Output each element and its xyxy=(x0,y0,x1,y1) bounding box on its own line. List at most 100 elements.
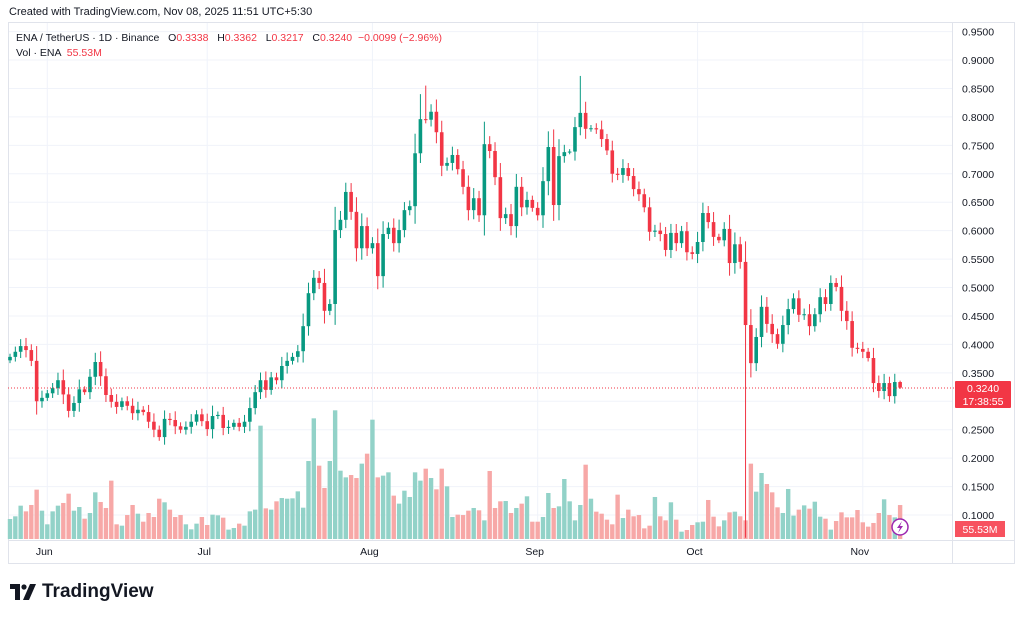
candle-body xyxy=(621,168,625,175)
candle xyxy=(493,142,497,186)
price-tick-label: 0.2000 xyxy=(962,453,994,465)
volume-bar xyxy=(508,513,514,539)
candle xyxy=(690,246,695,260)
candle xyxy=(312,270,316,301)
candle-body xyxy=(274,377,279,381)
price-tick-label: 0.5000 xyxy=(962,283,994,295)
candle xyxy=(216,411,220,420)
volume-bar xyxy=(268,509,274,539)
candle-body xyxy=(312,277,316,294)
candle xyxy=(253,385,257,415)
candle-body xyxy=(397,230,401,244)
candle xyxy=(871,347,876,393)
time-axis[interactable]: Jun Jul Aug Sep Oct Nov xyxy=(36,546,870,558)
candle xyxy=(98,351,103,386)
candle-body xyxy=(610,150,615,174)
candle xyxy=(349,183,353,220)
volume-bar xyxy=(460,515,466,539)
volume-bar xyxy=(295,491,301,539)
candle-body xyxy=(455,154,460,170)
candle-body xyxy=(791,298,796,310)
price-axis[interactable]: 0.9500 0.9000 0.8500 0.8000 0.7500 0.7000 0.65… xyxy=(962,27,994,522)
candle-body xyxy=(253,392,257,409)
candle xyxy=(205,413,210,436)
candle-body xyxy=(333,230,337,304)
candle xyxy=(850,311,854,357)
candle xyxy=(573,117,577,161)
candle xyxy=(818,288,822,323)
candle xyxy=(173,411,178,435)
candle-body xyxy=(184,426,188,430)
volume-bar xyxy=(444,486,450,539)
candle xyxy=(450,146,455,171)
candle xyxy=(589,125,593,132)
candle xyxy=(701,202,705,252)
volume-bar xyxy=(343,477,348,539)
candle xyxy=(813,308,817,332)
price-tick-label: 0.2500 xyxy=(962,425,994,437)
candle xyxy=(562,144,567,163)
volume-bar xyxy=(215,515,221,539)
volume-bar xyxy=(658,516,663,539)
replay-lightning-icon[interactable] xyxy=(891,518,909,536)
volume-bar xyxy=(823,518,828,539)
candle xyxy=(130,398,135,420)
volume-bar xyxy=(162,502,167,539)
volume-bar xyxy=(98,501,103,539)
candle xyxy=(551,129,556,221)
candle-body xyxy=(136,409,140,414)
candle-body xyxy=(72,402,76,411)
candle xyxy=(146,404,151,429)
candle-body xyxy=(647,207,652,232)
price-tick-label: 0.9000 xyxy=(962,55,994,67)
candle-body xyxy=(423,119,428,121)
candle-body xyxy=(631,176,636,190)
candle-body xyxy=(413,153,417,207)
candle xyxy=(722,222,727,247)
price-tick-label: 0.6000 xyxy=(962,226,994,238)
volume-bar xyxy=(23,511,29,539)
candle xyxy=(541,167,545,228)
candle xyxy=(333,206,337,325)
symbol-title[interactable]: ENA / TetherUS · 1D · Binance xyxy=(16,32,160,44)
candle xyxy=(232,419,236,430)
volume-bar xyxy=(775,507,780,539)
candle xyxy=(610,140,615,183)
candle-body xyxy=(775,334,780,344)
volume-bar xyxy=(391,495,396,539)
candle xyxy=(674,224,679,252)
candle xyxy=(546,131,551,196)
volume-bar xyxy=(428,478,434,539)
volume-bar xyxy=(130,504,135,539)
tradingview-logo[interactable]: TradingView xyxy=(10,581,154,603)
candle xyxy=(152,413,156,438)
candle-body xyxy=(557,156,561,206)
volume-bar xyxy=(588,498,594,539)
candle-body xyxy=(759,306,764,337)
candle xyxy=(274,372,279,385)
candle xyxy=(466,175,471,221)
candle-body xyxy=(445,162,449,166)
volume-bar xyxy=(498,501,503,539)
candle xyxy=(461,160,465,195)
volume-bar xyxy=(300,507,306,539)
candle-body xyxy=(743,261,748,326)
volume-bar xyxy=(482,520,487,539)
volume-bar xyxy=(844,517,850,539)
candle xyxy=(717,233,721,244)
candle xyxy=(66,387,71,418)
bar-countdown: 17:38:55 xyxy=(963,396,1004,408)
candle xyxy=(887,376,892,402)
volume-label[interactable]: Vol · ENA xyxy=(16,47,61,59)
volume-bar xyxy=(157,498,162,539)
candle xyxy=(525,191,529,215)
ohlc-row: ENA / TetherUS · 1D · Binance O0.3338 H0… xyxy=(16,31,442,46)
candle-body xyxy=(264,380,268,390)
candle xyxy=(759,295,764,348)
time-tick-label: Nov xyxy=(850,546,869,558)
volume-bar xyxy=(546,493,551,539)
candle-body xyxy=(786,309,790,326)
candle xyxy=(407,200,412,216)
candle-body xyxy=(679,231,684,244)
